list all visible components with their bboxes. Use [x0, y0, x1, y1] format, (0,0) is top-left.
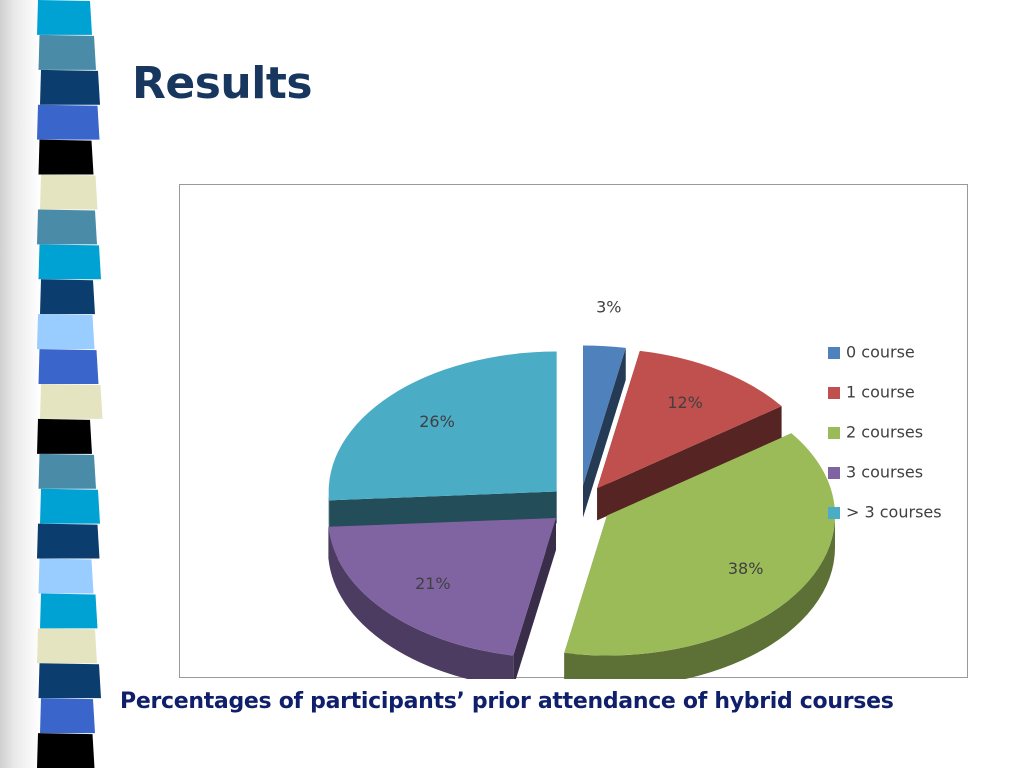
- slide-title: Results: [132, 58, 313, 109]
- stripe-segment: [38, 558, 94, 594]
- stripe-segment: [37, 523, 100, 559]
- legend-swatch: [828, 347, 840, 359]
- pie-chart: 3% 12% 38% 21% 26% 0 course 1 course 2 courses 3…: [328, 298, 942, 679]
- pie-slice-top: [328, 351, 557, 501]
- stripe-segment: [38, 34, 96, 70]
- stripe-segment: [38, 244, 101, 280]
- stripe-segment: [40, 488, 100, 524]
- pie-slice-top: [564, 433, 836, 656]
- pie-slice-edge: [328, 526, 514, 679]
- stripe-segment: [40, 698, 95, 734]
- legend-label: 3 courses: [846, 463, 923, 482]
- stripe-segment: [38, 453, 96, 489]
- stripe-segment: [37, 104, 100, 140]
- data-label: 26%: [419, 412, 455, 431]
- pie-slice: [583, 345, 626, 518]
- legend-label: 2 courses: [846, 423, 923, 442]
- stripe-segment: [40, 384, 103, 419]
- pie-slice: [328, 351, 557, 533]
- legend-swatch: [828, 387, 840, 399]
- legend-swatch: [828, 507, 840, 519]
- legend-swatch: [828, 467, 840, 479]
- pie-slice-top: [583, 345, 626, 486]
- data-label: 38%: [728, 559, 764, 578]
- chart-legend: 0 course 1 course 2 courses 3 courses > 3 co…: [828, 343, 942, 522]
- stripe-segment: [38, 139, 94, 175]
- pie-slice-top: [328, 517, 556, 656]
- stripe-segment: [40, 593, 98, 629]
- pie-slice-top: [597, 350, 782, 489]
- decorative-stripe-bar: [37, 0, 103, 768]
- pie-slice-side: [513, 517, 556, 679]
- stripe-segment: [37, 0, 92, 35]
- data-label: 21%: [415, 574, 451, 593]
- stripe-segment: [37, 314, 95, 350]
- chart-frame: 3% 12% 38% 21% 26% 0 course 1 course 2 courses 3…: [179, 184, 968, 679]
- stripe-segment: [38, 349, 99, 384]
- chart-caption: Percentages of participants’ prior atten…: [120, 689, 894, 714]
- data-label: 12%: [667, 393, 703, 412]
- data-labels: 3% 12% 38% 21% 26%: [415, 298, 763, 593]
- stripe-segment: [38, 663, 101, 699]
- data-label: 3%: [596, 298, 621, 317]
- stripe-segment: [40, 69, 100, 105]
- legend-label: 1 course: [846, 383, 915, 402]
- legend-label: > 3 courses: [846, 503, 942, 522]
- pie-slice-edge: [564, 515, 836, 679]
- pie-slice-side: [583, 347, 626, 518]
- pie-slice: [597, 350, 782, 521]
- pie-slice: [564, 433, 836, 679]
- pie-slices: [328, 345, 836, 679]
- stripe-segment: [40, 174, 98, 210]
- stripe-segment: [37, 628, 97, 664]
- legend-label: 0 course: [846, 343, 915, 362]
- stripe-segment: [37, 733, 95, 768]
- legend-swatch: [828, 427, 840, 439]
- pie-slice: [328, 517, 556, 679]
- stripe-segment: [37, 418, 92, 454]
- pie-slice-side: [597, 406, 782, 521]
- stripe-segment: [40, 279, 95, 315]
- stripe-segment: [37, 209, 97, 245]
